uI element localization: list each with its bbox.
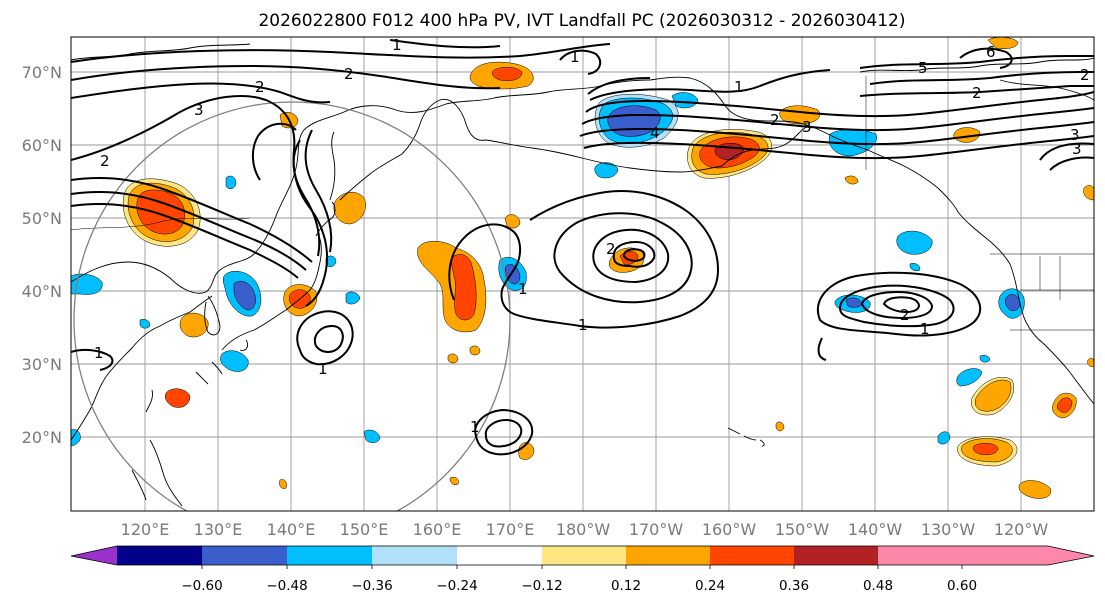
colorbar-tick-label: 0.12: [611, 578, 641, 594]
contour-label: 4: [650, 124, 660, 142]
lon-label: 120°E: [121, 520, 170, 539]
colorbar-segment: [287, 546, 372, 565]
colorbar-segment: [542, 546, 626, 565]
contour-label: 3: [1070, 126, 1080, 144]
contour-label: 2: [1080, 66, 1090, 84]
lon-label: 160°W: [702, 520, 757, 539]
colorbar-tick-label: 0.36: [779, 578, 809, 594]
contour-label: 2: [606, 240, 616, 258]
longitude-labels: 120°E 130°E 140°E 150°E 160°E 170°E 180°…: [121, 520, 1049, 539]
colorbar-segment: [626, 546, 710, 565]
lon-label: 150°W: [775, 520, 830, 539]
colorbar-tick-label: −0.48: [266, 578, 307, 594]
colorbar-tick-label: −0.12: [521, 578, 562, 594]
contour-label: 2: [255, 78, 265, 96]
contour-label: 1: [570, 48, 580, 66]
colorbar-segment: [457, 546, 542, 565]
colorbar-tick-label: 0.24: [695, 578, 725, 594]
contour-label: 1: [518, 280, 528, 298]
colorbar-outline: [70, 545, 1095, 566]
lon-label: 120°W: [994, 520, 1049, 539]
lon-label: 160°E: [413, 520, 462, 539]
lat-label: 30°N: [22, 355, 62, 374]
colorbar-extend-min: [71, 546, 117, 565]
lon-label: 150°E: [340, 520, 389, 539]
lat-label: 40°N: [22, 282, 62, 301]
lon-label: 140°W: [848, 520, 903, 539]
contour-label: 1: [470, 418, 480, 436]
lat-label: 60°N: [22, 136, 62, 155]
colorbar: −0.60 −0.48 −0.36 −0.24 −0.12 0.12 0.24 …: [70, 545, 1095, 594]
contour-label: 1: [392, 36, 402, 54]
contour-label: 3: [1072, 140, 1082, 158]
colorbar-tick-label: −0.36: [351, 578, 392, 594]
colorbar-segment: [794, 546, 878, 565]
lon-label: 170°W: [629, 520, 684, 539]
colorbar-segment: [202, 546, 287, 565]
lon-label: 170°E: [486, 520, 535, 539]
colorbar-tick-label: 0.48: [863, 578, 893, 594]
map-frame: [70, 36, 1095, 512]
contour-label: 6: [986, 43, 996, 61]
latitude-labels: 70°N 60°N 50°N 40°N 30°N 20°N: [22, 63, 62, 447]
map-content: 1 1 2 2 3 2 1 1 5 6 2 3 3 2 4 1 2 1 1 1 …: [71, 36, 1094, 511]
contour-label: 1: [578, 316, 588, 334]
contour-label: 1: [734, 78, 744, 96]
contour-label: 2: [100, 152, 110, 170]
contour-labels: 1 1 2 2 3 2 1 1 5 6 2 3 3 2 4 1 2 1 1 1 …: [94, 36, 1090, 436]
colorbar-extend-max: [962, 546, 1094, 565]
lon-label: 140°E: [267, 520, 316, 539]
colorbar-segment: [710, 546, 794, 565]
colorbar-tick-label: −0.24: [436, 578, 477, 594]
contour-label: 5: [918, 59, 928, 77]
lon-label: 180°W: [556, 520, 611, 539]
contour-label: 1: [94, 344, 104, 362]
lon-label: 130°E: [194, 520, 243, 539]
contour-label: 3: [194, 101, 204, 119]
colorbar-segment: [878, 546, 962, 565]
lat-label: 70°N: [22, 63, 62, 82]
colorbar-segment: [117, 546, 202, 565]
contour-label: 2: [770, 111, 780, 129]
contour-label: 1: [920, 320, 930, 338]
contour-label: 1: [318, 360, 328, 378]
contour-label: 3: [802, 118, 812, 136]
colorbar-segment: [372, 546, 457, 565]
contour-label: 2: [972, 84, 982, 102]
colorbar-tick-label: 0.60: [947, 578, 977, 594]
lat-label: 50°N: [22, 209, 62, 228]
pv-contours: [71, 39, 1094, 456]
borders: [71, 76, 1094, 331]
lat-label: 20°N: [22, 428, 62, 447]
contour-label: 2: [344, 65, 354, 83]
contour-label: 2: [900, 306, 910, 324]
colorbar-tick-label: −0.60: [181, 578, 222, 594]
figure-title: 2026022800 F012 400 hPa PV, IVT Landfall…: [258, 11, 905, 31]
lon-label: 130°W: [921, 520, 976, 539]
region-circle: [73, 101, 511, 511]
